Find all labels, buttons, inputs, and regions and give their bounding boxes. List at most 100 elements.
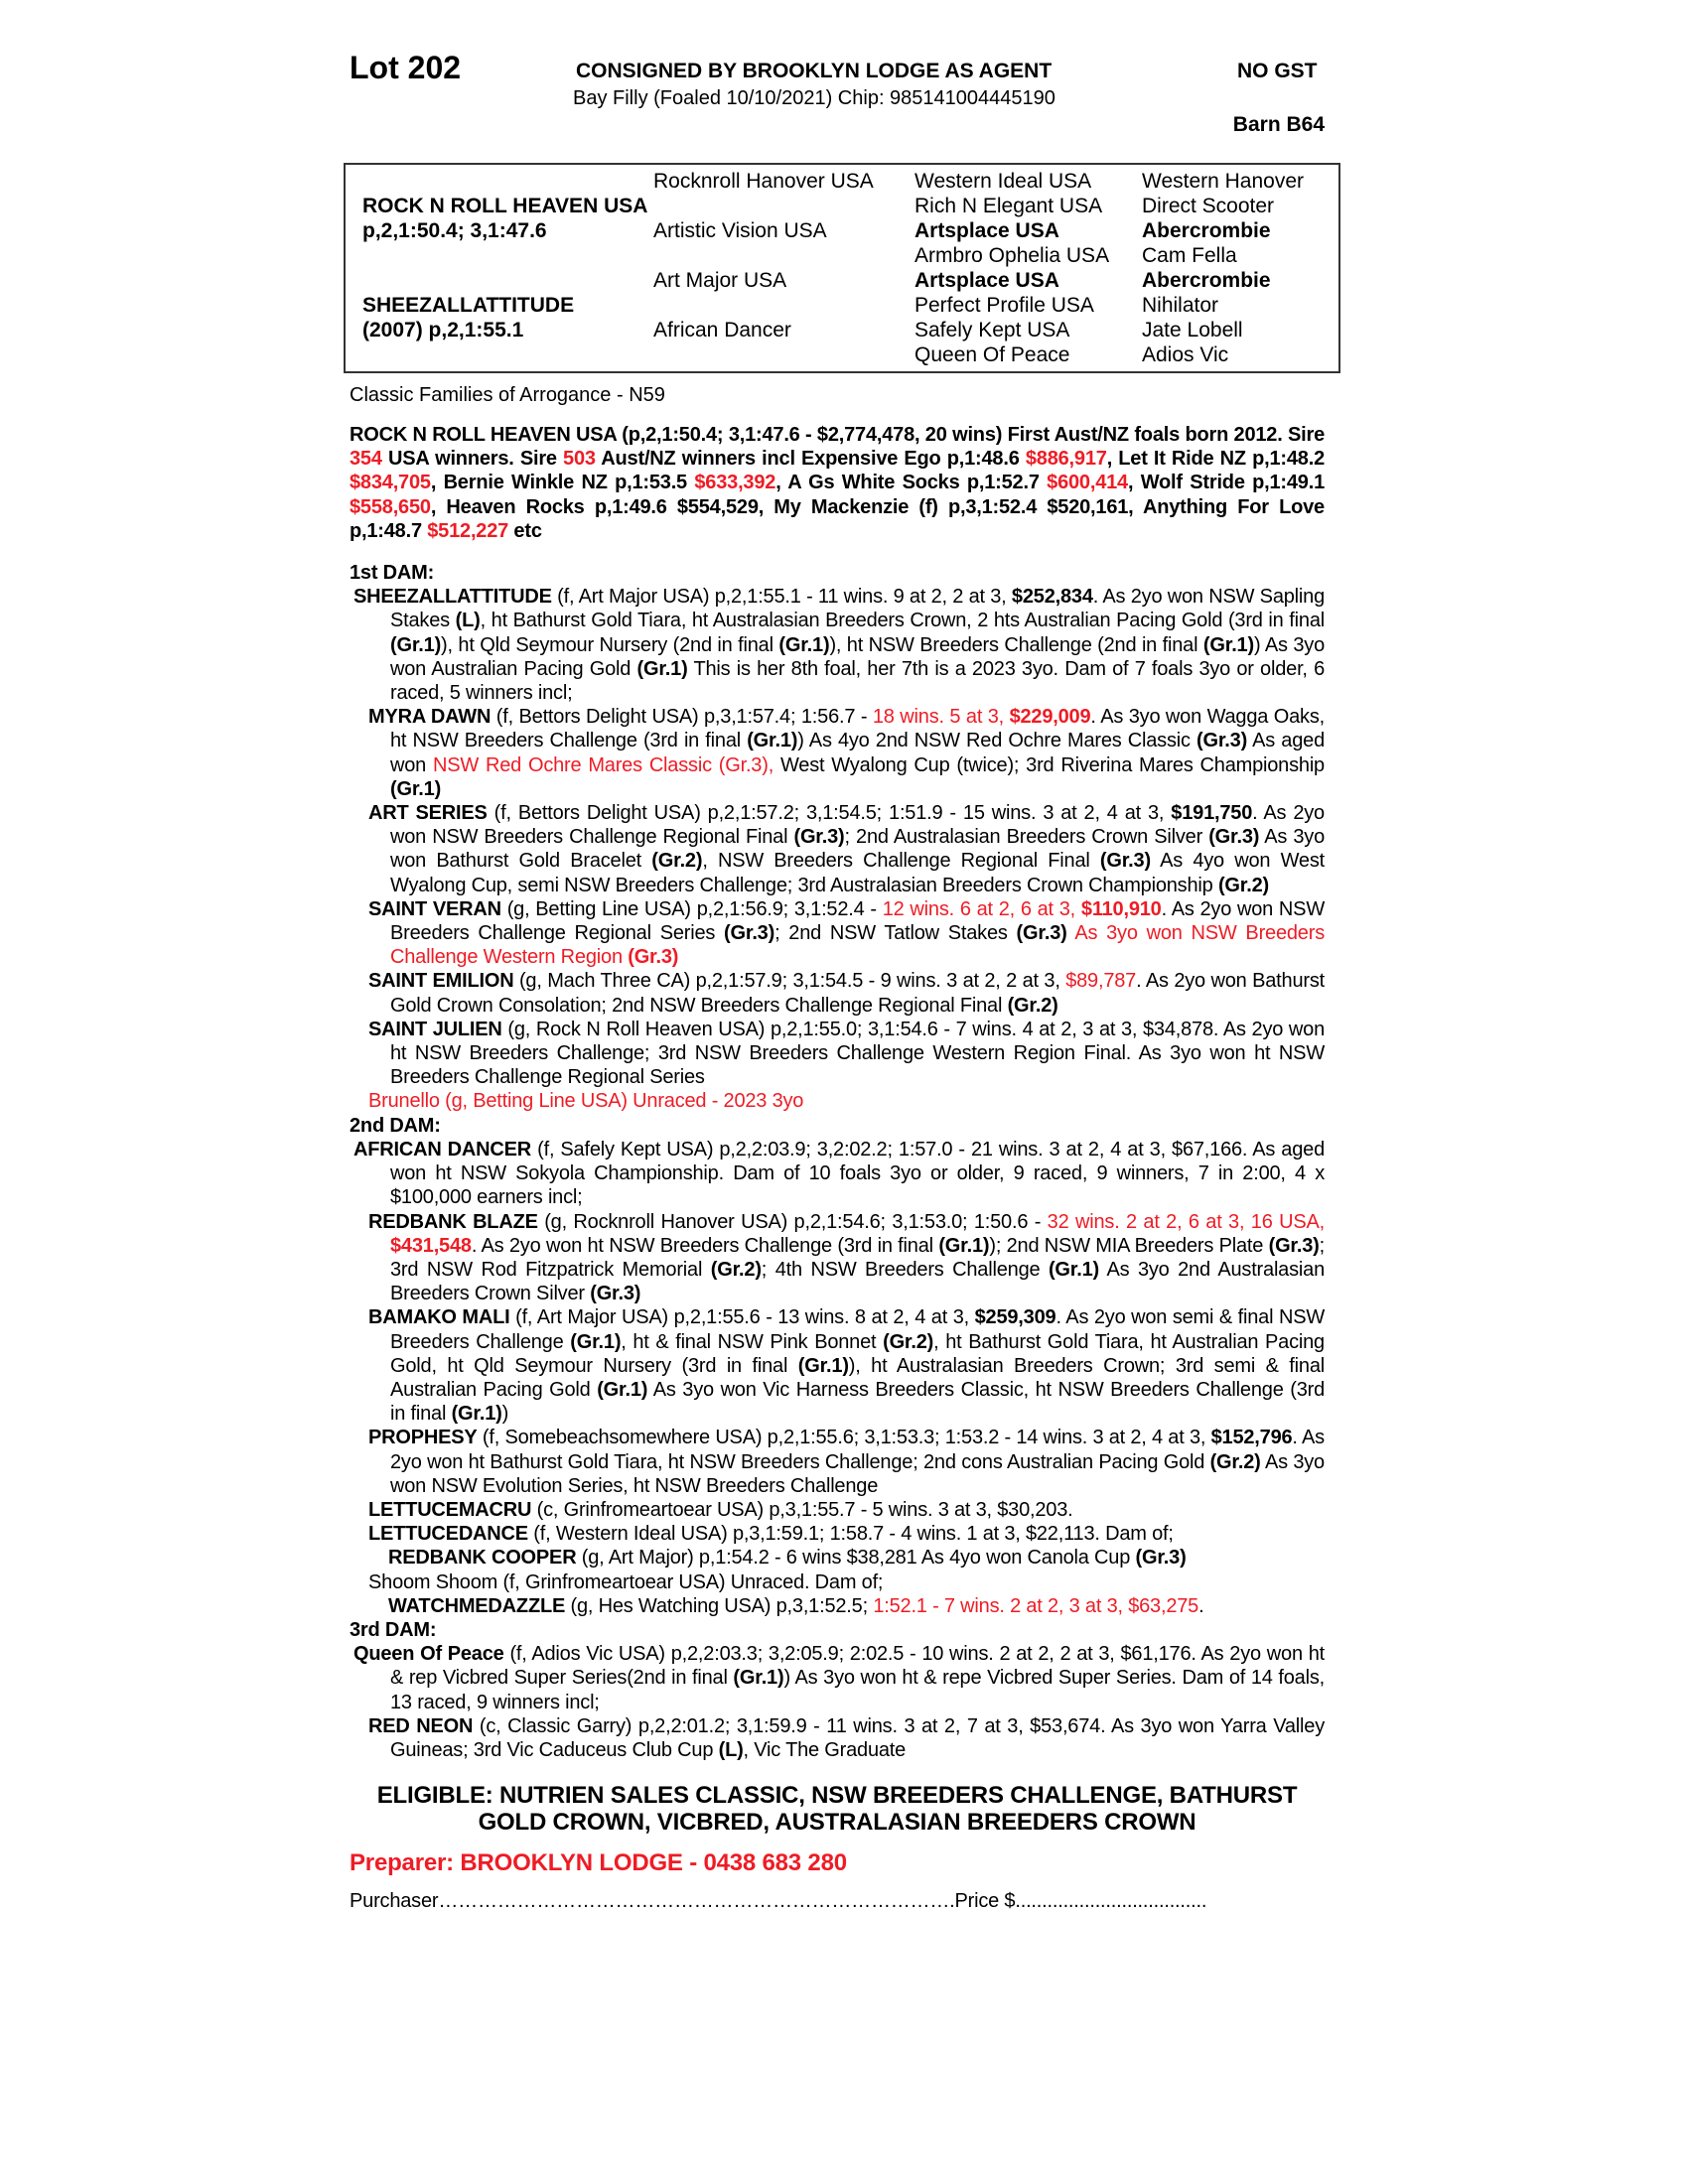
- pedigree-cell: African Dancer: [653, 319, 791, 341]
- entry-text: ), ht Australasian Breeders Crown; 3rd s…: [390, 1354, 1325, 1401]
- eligibility-line: ELIGIBLE: NUTRIEN SALES CLASSIC, NSW BRE…: [376, 1782, 1298, 1810]
- entry-text: (Gr.2): [883, 1330, 934, 1353]
- progeny-entry: RED NEON (c, Classic Garry) p,2,2:01.2; …: [350, 1714, 1325, 1762]
- entry-text: (f, Safely Kept USA) p,2,2:03.9; 3,2:02.…: [390, 1138, 1325, 1209]
- entry-name: LETTUCEMACRU: [368, 1498, 532, 1521]
- entry-text: $431,548: [390, 1234, 472, 1257]
- entry-text: , ht Bathurst Gold Tiara, ht Australasia…: [480, 610, 1326, 632]
- entry-text: (Gr.3): [1099, 850, 1151, 873]
- entry-text: $512,227: [427, 519, 509, 542]
- pedigree-cell: Armbro Ophelia USA: [914, 244, 1110, 267]
- entry-name: Shoom Shoom (f, Grinfromeartoear USA) Un…: [368, 1570, 884, 1593]
- entry-text: (Gr.3): [1135, 1547, 1187, 1570]
- entry-text: (Gr.2): [1007, 994, 1058, 1017]
- entry-name: REDBANK COOPER: [388, 1547, 577, 1570]
- entry-text: Aust/NZ winners incl Expensive Ego p,1:4…: [595, 448, 1026, 471]
- entry-text: This is her 8th foal, her 7th is a 2023 …: [390, 657, 1325, 705]
- entry-text: 18 wins. 5 at 3,: [872, 706, 1010, 729]
- entry-text: 12 wins. 6 at 2, 6 at 3,: [882, 897, 1081, 920]
- progeny-entry: LETTUCEDANCE (f, Western Ideal USA) p,3,…: [350, 1522, 1325, 1546]
- entry-name: BAMAKO MALI: [368, 1306, 510, 1329]
- pedigree-cell: Artistic Vision USA: [653, 219, 827, 242]
- dam-section: 3rd DAM: Queen Of Peace (f, Adios Vic USA…: [350, 1618, 1325, 1762]
- progeny-entry: BAMAKO MALI (f, Art Major USA) p,2,1:55.…: [350, 1305, 1325, 1426]
- progeny-entry: LETTUCEMACRU (c, Grinfromeartoear USA) p…: [350, 1498, 1325, 1522]
- entry-text: As aged won: [390, 730, 1325, 776]
- entry-text: USA winners. Sire: [381, 448, 564, 471]
- entry-text: (Gr.1): [390, 633, 442, 656]
- lot-number: Lot 202: [350, 50, 462, 85]
- entry-name: MYRA DAWN: [368, 706, 492, 729]
- entry-text: (Gr.2): [1209, 1450, 1261, 1473]
- entry-text: , Wolf Stride p,1:49.1: [1127, 472, 1326, 494]
- entry-text: . As 3yo won Wagga Oaks, ht NSW Breeders…: [390, 706, 1326, 752]
- eligibility: ELIGIBLE: NUTRIEN SALES CLASSIC, NSW BRE…: [350, 1782, 1325, 1836]
- purchaser-line: Purchaser…………………………………………………………………….Pric…: [350, 1890, 1207, 1913]
- entry-text: (g, Art Major) p,1:54.2 - 6 wins $38,281…: [576, 1547, 1136, 1570]
- entry-text: . As 2yo won ht Bathurst Gold Tiara, ht …: [390, 1427, 1325, 1473]
- entry-text: 503: [563, 448, 596, 471]
- entry-text: (g, Rock N Roll Heaven USA) p,2,1:55.0; …: [390, 1018, 1326, 1089]
- entry-text: etc: [508, 519, 542, 542]
- entry-text: (f, Art Major USA) p,2,1:55.6 - 13 wins.…: [509, 1306, 975, 1329]
- entry-text: $110,910: [1080, 897, 1162, 920]
- entry-name: ROCK N ROLL HEAVEN USA (p,2,1:50.4; 3,1:…: [350, 424, 1325, 446]
- entry-text: . As 2yo won Bathurst Gold Crown Consola…: [390, 970, 1325, 1017]
- entry-text: ) As 4yo 2nd NSW Red Ochre Mares Classic: [797, 730, 1197, 752]
- entry-text: $229,009: [1009, 706, 1091, 729]
- entry-text: , Vic The Graduate: [743, 1738, 907, 1761]
- entry-name: REDBANK BLAZE: [368, 1210, 538, 1233]
- entry-text: (Gr.1): [597, 1378, 648, 1401]
- entry-text: (f, Bettors Delight USA) p,2,1:57.2; 3,1…: [487, 802, 1172, 825]
- entry-text: ) As 3yo won ht & repe Vicbred Super Ser…: [390, 1667, 1325, 1713]
- entry-name: AFRICAN DANCER: [353, 1138, 532, 1160]
- entry-text: .: [1198, 1594, 1204, 1617]
- gst-status: NO GST: [1237, 60, 1318, 82]
- entry-text: $259,309: [974, 1306, 1056, 1329]
- entry-name: ART SERIES: [368, 802, 488, 825]
- pedigree-cell: Perfect Profile USA: [914, 294, 1094, 317]
- entry-text: (Gr.1): [570, 1330, 622, 1353]
- entry-text: $152,796: [1210, 1427, 1293, 1449]
- pedigree-cell: Adios Vic: [1142, 343, 1229, 366]
- entry-text: (g, Betting Line USA) p,2,1:56.9; 3,1:52…: [500, 897, 883, 920]
- entry-text: (Gr.1): [1048, 1258, 1100, 1281]
- pedigree-cell: Nihilator: [1142, 294, 1219, 317]
- entry-text: (f, Art Major USA) p,2,1:55.1 - 11 wins.…: [551, 586, 1012, 609]
- entry-text: (Gr.3): [724, 922, 775, 945]
- entry-text: 32 wins. 2 at 2, 6 at 3, 16 USA,: [1047, 1210, 1326, 1233]
- pedigree-cell: Artsplace USA: [914, 269, 1059, 292]
- entry-text: (f, Adios Vic USA) p,2,2:03.3; 3,2:05.9;…: [390, 1643, 1325, 1690]
- entry-text: (Gr.2): [1217, 874, 1269, 896]
- entry-text: As 3yo won Bathurst Gold Bracelet: [390, 826, 1325, 873]
- entry-text: (Gr.3): [1268, 1234, 1320, 1257]
- entry-text: (Gr.1): [778, 633, 830, 656]
- progeny-entry: REDBANK BLAZE (g, Rocknroll Hanover USA)…: [350, 1210, 1325, 1306]
- entry-text: $252,834: [1011, 586, 1093, 609]
- entry-text: (Gr.2): [710, 1258, 762, 1281]
- entry-text: . As 2yo won ht NSW Breeders Challenge (…: [471, 1234, 939, 1257]
- entry-text: As 3yo won NSW Breeders Challenge Wester…: [390, 922, 1325, 969]
- pedigree-cell: Art Major USA: [653, 269, 787, 292]
- entry-text: (Gr.1): [747, 730, 798, 752]
- progeny-entry: PROPHESY (f, Somebeachsomewhere USA) p,2…: [350, 1426, 1325, 1498]
- entry-text: , NSW Breeders Challenge Regional Final: [702, 850, 1100, 873]
- entry-text: (Gr.1): [938, 1234, 990, 1257]
- entry-text: (Gr.1): [390, 777, 442, 800]
- pedigree-cell: ROCK N ROLL HEAVEN USA: [362, 195, 648, 217]
- progeny-entry: REDBANK COOPER (g, Art Major) p,1:54.2 -…: [350, 1546, 1325, 1570]
- progeny-entry: SAINT JULIEN (g, Rock N Roll Heaven USA)…: [350, 1018, 1325, 1090]
- entry-text: , Heaven Rocks p,1:49.6 $554,529, My Mac…: [350, 495, 1325, 542]
- entry-text: $600,414: [1047, 472, 1128, 494]
- progeny-entry: ART SERIES (f, Bettors Delight USA) p,2,…: [350, 801, 1325, 897]
- entry-text: (c, Classic Garry) p,2,2:01.2; 3,1:59.9 …: [390, 1714, 1326, 1761]
- entry-name: WATCHMEDAZZLE: [388, 1594, 566, 1617]
- entry-text: 1:52.1 - 7 wins. 2 at 2, 3 at 3, $63,275: [873, 1594, 1199, 1617]
- entry-text: (Gr.1): [1202, 633, 1254, 656]
- entry-text: (L): [718, 1738, 744, 1761]
- entry-text: , Let It Ride NZ p,1:48.2: [1106, 448, 1326, 471]
- progeny-entry: WATCHMEDAZZLE (g, Hes Watching USA) p,3,…: [350, 1594, 1325, 1618]
- preparer: Preparer: BROOKLYN LODGE - 0438 683 280: [350, 1849, 847, 1877]
- entry-text: (Gr.1): [451, 1403, 502, 1426]
- pedigree-cell: Rocknroll Hanover USA: [653, 170, 874, 193]
